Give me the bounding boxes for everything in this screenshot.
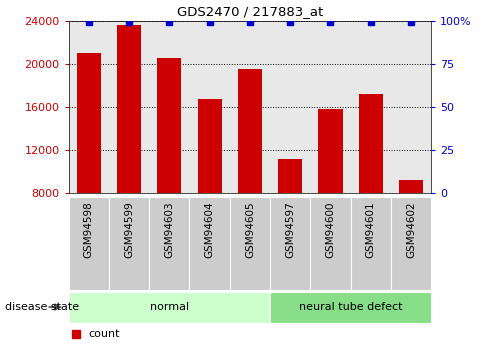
Text: GSM94604: GSM94604 [205, 201, 215, 258]
Text: neural tube defect: neural tube defect [299, 302, 402, 312]
Bar [310, 197, 351, 290]
Bar [109, 197, 149, 290]
Text: GSM94602: GSM94602 [406, 201, 416, 258]
Bar [117, 25, 141, 279]
Bar [157, 58, 181, 279]
Text: GSM94598: GSM94598 [84, 201, 94, 258]
Title: GDS2470 / 217883_at: GDS2470 / 217883_at [177, 5, 323, 18]
Text: GSM94599: GSM94599 [124, 201, 134, 258]
Bar [351, 197, 391, 290]
Bar [149, 197, 190, 290]
Bar [69, 197, 109, 290]
Text: GSM94600: GSM94600 [325, 201, 336, 258]
Bar [238, 69, 262, 279]
Bar [190, 197, 230, 290]
Bar [359, 94, 383, 279]
Bar [270, 292, 431, 323]
Bar [230, 197, 270, 290]
Bar [278, 159, 302, 279]
Text: disease state: disease state [5, 302, 79, 312]
Text: GSM94597: GSM94597 [285, 201, 295, 258]
Text: GSM94605: GSM94605 [245, 201, 255, 258]
Bar [318, 109, 343, 279]
Bar [399, 180, 423, 279]
Text: count: count [89, 329, 120, 339]
Bar [197, 99, 221, 279]
Bar [76, 53, 101, 279]
Text: normal: normal [150, 302, 189, 312]
Text: GSM94603: GSM94603 [164, 201, 174, 258]
Bar [391, 197, 431, 290]
Bar [69, 292, 270, 323]
Text: GSM94601: GSM94601 [366, 201, 376, 258]
Bar [270, 197, 310, 290]
